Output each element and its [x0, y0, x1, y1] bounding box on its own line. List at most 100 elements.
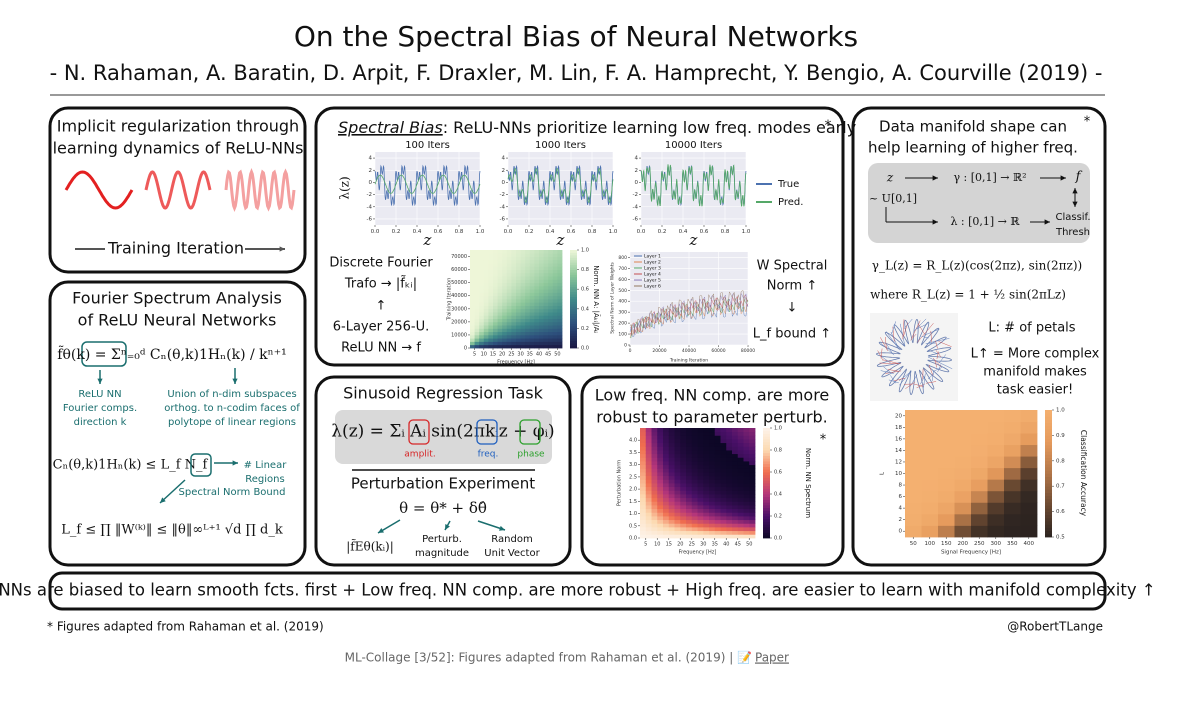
- heat-cell: [720, 442, 727, 447]
- heat-cell: [954, 525, 972, 538]
- heat-cell: [493, 321, 498, 326]
- heat-cell: [548, 276, 554, 280]
- heat-cell: [470, 256, 475, 261]
- heat-cell: [552, 250, 558, 254]
- heat-cell: [726, 464, 733, 469]
- heat-cell: [737, 508, 744, 513]
- heat-cell: [954, 410, 972, 422]
- colorbar-cell: [763, 485, 770, 489]
- heat-cell: [502, 338, 508, 342]
- x-tick-label: 0.6: [434, 229, 443, 235]
- y-tick-label: 100: [618, 332, 627, 338]
- heat-cell: [511, 253, 517, 257]
- x-tick-label: 200: [958, 541, 969, 547]
- heat-cell: [539, 331, 544, 336]
- heat-cell: [520, 282, 526, 287]
- y-tick-label: 20000: [451, 319, 467, 325]
- heat-cell: [557, 256, 563, 261]
- heat-cell: [543, 328, 549, 333]
- heat-cell: [703, 530, 710, 535]
- heat-cell: [552, 259, 558, 264]
- heat-cell: [674, 431, 681, 436]
- heat-cell: [488, 256, 494, 261]
- heat-cell: [488, 318, 494, 323]
- heat-cell: [497, 263, 503, 267]
- heat-cell: [539, 334, 544, 339]
- heat-cell: [511, 276, 517, 280]
- heat-cell: [470, 282, 475, 287]
- heat-cell: [497, 289, 503, 293]
- heat-cell: [651, 475, 658, 480]
- heat-cell: [493, 308, 498, 313]
- heat-cell: [657, 457, 664, 462]
- colorbar-cell: [1045, 483, 1052, 487]
- heat-cell: [552, 325, 558, 329]
- x-tick-label: 50: [554, 352, 560, 358]
- colorbar-cell: [570, 286, 577, 290]
- heat-cell: [543, 289, 549, 293]
- colorbar-cell: [570, 296, 577, 300]
- heat-cell: [703, 479, 710, 484]
- heat-cell: [506, 256, 512, 261]
- heat-cell: [548, 321, 554, 326]
- heat-cell: [921, 479, 939, 492]
- heat-cell: [703, 508, 710, 513]
- heat-cell: [520, 272, 526, 277]
- y-tick-label: 0: [464, 346, 467, 352]
- heat-cell: [971, 467, 988, 480]
- heat-cell: [714, 439, 721, 444]
- heat-cell: [987, 433, 1005, 446]
- label: Fourier comps.: [63, 403, 137, 414]
- heat-cell: [516, 259, 521, 264]
- heat-cell: [686, 431, 693, 436]
- heat-cell: [645, 497, 652, 502]
- heat-cell: [493, 331, 498, 336]
- heat-cell: [529, 253, 535, 257]
- label: λ : [0,1] → ℝ: [950, 215, 1020, 228]
- heat-cell: [474, 256, 480, 261]
- heat-cell: [506, 295, 512, 300]
- heat-cell: [552, 344, 558, 349]
- heat-cell: [714, 428, 721, 433]
- y-tick-label: 14: [895, 448, 902, 454]
- heat-cell: [474, 266, 480, 270]
- y-tick-label: -4: [633, 204, 639, 210]
- heat-cell: [691, 428, 698, 433]
- heat-cell: [506, 279, 512, 284]
- colorbar-cell: [570, 340, 577, 344]
- heat-cell: [732, 486, 739, 491]
- heat-cell: [921, 410, 939, 422]
- heat-cell: [516, 315, 521, 319]
- heat-cell: [483, 259, 489, 264]
- heat-cell: [543, 302, 549, 306]
- heat-cell: [686, 450, 693, 455]
- norm-line: [629, 295, 749, 336]
- heat-cell: [651, 457, 658, 462]
- y-tick-label: 700: [618, 266, 627, 272]
- heat-cell: [749, 428, 756, 433]
- colorbar-cell: [763, 521, 770, 525]
- heat-cell: [470, 250, 475, 254]
- heat-cell: [640, 464, 647, 469]
- heat-cell: [749, 468, 756, 473]
- panel-title: robust to parameter perturb.: [596, 408, 828, 427]
- heat-cell: [520, 279, 526, 284]
- paper-link[interactable]: Paper: [755, 651, 789, 665]
- heat-cell: [557, 331, 563, 336]
- heat-cell: [743, 435, 750, 440]
- y-tick-label: 4: [369, 156, 373, 162]
- heat-cell: [709, 534, 716, 539]
- colorbar-cell: [570, 343, 577, 346]
- heat-cell: [511, 263, 517, 267]
- heat-cell: [709, 435, 716, 440]
- y-tick-label: 0: [369, 180, 373, 186]
- formula-bg: [335, 410, 552, 464]
- colorbar-cell: [1045, 413, 1052, 417]
- heat-cell: [552, 266, 558, 270]
- y-tick-label: 30000: [451, 306, 467, 312]
- axis-label: Signal Frequency [Hz]: [941, 550, 1001, 556]
- colorbar-cell: [570, 289, 577, 293]
- heat-cell: [511, 315, 517, 319]
- label: Unit Vector: [484, 548, 540, 559]
- heat-cell: [552, 305, 558, 310]
